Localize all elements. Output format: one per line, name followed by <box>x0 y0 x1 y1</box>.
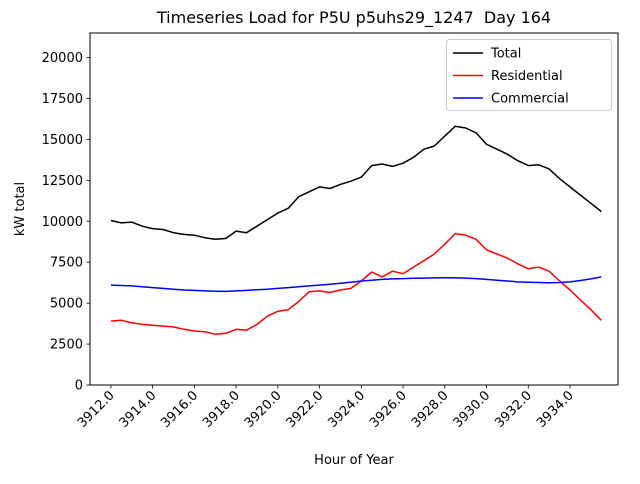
legend-label-residential: Residential <box>491 69 563 84</box>
y-tick-label: 10000 <box>42 215 83 230</box>
legend-label-total: Total <box>490 47 521 62</box>
y-tick-label: 20000 <box>42 51 83 66</box>
x-tick-label: 3912.0 <box>75 388 118 431</box>
series-layer <box>110 125 602 335</box>
x-tick-label: 3928.0 <box>409 388 452 431</box>
series-line-commercial <box>110 276 602 293</box>
legend-box <box>446 39 612 111</box>
y-axis-ticks: 0 2500 5000 7500 10000 12500 15000 17500 20000 <box>42 51 90 394</box>
x-tick-label: 3918.0 <box>200 388 243 431</box>
x-tick-label: 3926.0 <box>367 388 410 431</box>
axes-frame <box>89 32 619 386</box>
series-line-total <box>110 125 602 241</box>
y-tick-label: 15000 <box>42 133 83 148</box>
y-tick-label: 12500 <box>42 174 83 189</box>
x-tick-label: 3920.0 <box>242 388 285 431</box>
x-tick-label: 3922.0 <box>284 388 327 431</box>
x-tick-label: 3934.0 <box>534 388 577 431</box>
x-axis-ticks: 3912.03914.03916.03918.03920.03922.03924… <box>75 385 577 431</box>
x-tick-label: 3930.0 <box>451 388 494 431</box>
y-tick-label: 17500 <box>42 92 83 107</box>
y-tick-label: 0 <box>75 379 83 394</box>
x-axis-label: Hour of Year <box>314 453 394 468</box>
chart-title: Timeseries Load for P5U p5uhs29_1247 Day… <box>156 8 551 28</box>
y-tick-label: 5000 <box>50 297 83 312</box>
legend-label-commercial: Commercial <box>491 92 569 107</box>
x-tick-label: 3924.0 <box>325 388 368 431</box>
series-line-residential <box>110 232 602 335</box>
x-tick-label: 3932.0 <box>492 388 535 431</box>
x-tick-label: 3916.0 <box>158 388 201 431</box>
x-tick-label: 3914.0 <box>117 388 160 431</box>
legend: Total Residential Commercial <box>446 39 612 111</box>
y-axis-label: kW total <box>13 182 28 236</box>
y-tick-label: 2500 <box>50 338 83 353</box>
y-tick-label: 7500 <box>50 256 83 271</box>
